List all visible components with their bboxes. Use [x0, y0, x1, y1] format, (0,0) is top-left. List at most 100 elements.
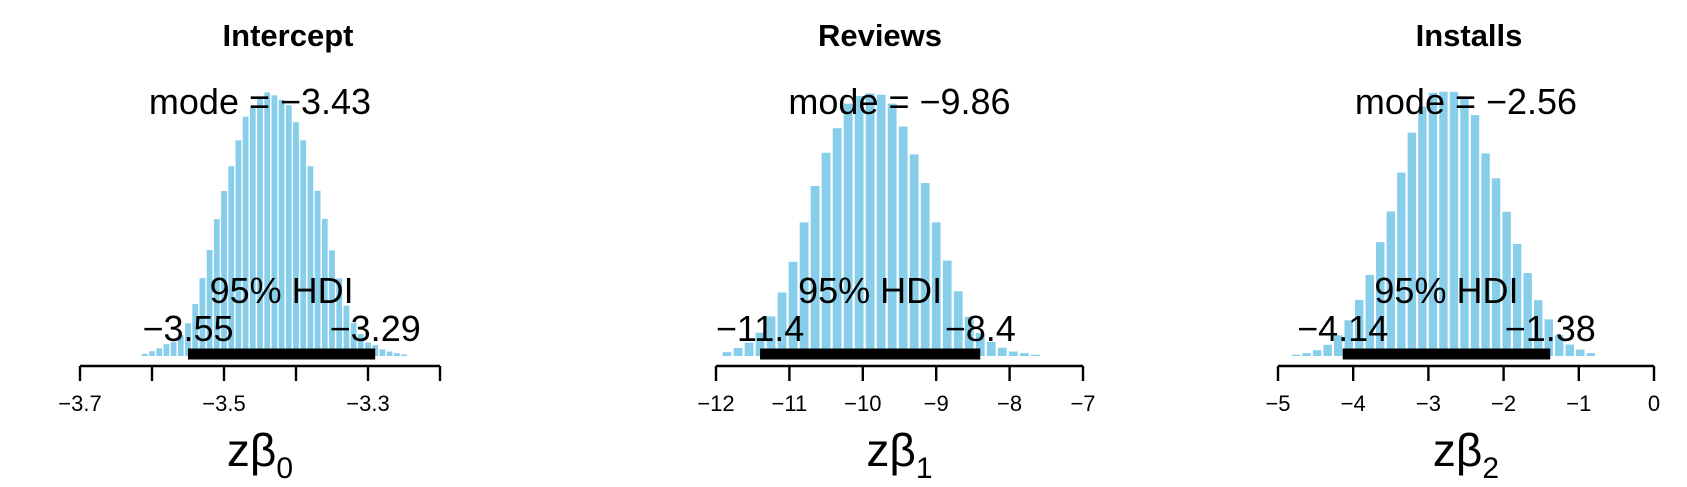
- x-axis-label: zβ0: [227, 424, 293, 485]
- x-axis-label: zβ1: [866, 424, 932, 485]
- histogram-bar: [1576, 349, 1585, 356]
- panel-reviews: Reviews mode = −9.86 95% HDI −11.4 −8.4 …: [697, 18, 1095, 485]
- histogram-bar: [1449, 91, 1459, 356]
- histogram-bar: [307, 166, 314, 356]
- x-tick-label: −12: [697, 391, 734, 416]
- histogram-bar: [799, 222, 809, 356]
- histogram-bar: [163, 344, 170, 356]
- histogram-bar: [876, 94, 886, 356]
- histogram-bar: [199, 278, 206, 356]
- histogram-bar: [357, 333, 364, 356]
- hdi-high-label: −3.29: [330, 308, 421, 349]
- histogram-bar: [1491, 178, 1501, 356]
- histogram-bar: [997, 347, 1007, 356]
- histogram-bar: [249, 106, 256, 356]
- histogram-bar: [1376, 242, 1385, 356]
- histogram-bar: [192, 304, 199, 356]
- histogram-bars: [141, 92, 407, 357]
- histogram-bar: [942, 260, 952, 356]
- histogram-bar: [1355, 299, 1364, 356]
- panel-title: Intercept: [223, 18, 354, 53]
- hdi-low-label: −3.55: [142, 308, 233, 349]
- hdi-high-label: −8.4: [945, 308, 1016, 349]
- histogram-bar: [1533, 300, 1543, 356]
- histogram-bar: [1470, 115, 1480, 357]
- histogram-bar: [350, 323, 357, 356]
- histogram-bar: [1312, 350, 1322, 356]
- histogram-bar: [1512, 244, 1522, 356]
- histogram-bar: [1019, 353, 1029, 356]
- x-tick-label: −2: [1491, 391, 1516, 416]
- histogram-bar: [788, 261, 798, 356]
- histogram-bar: [1407, 132, 1417, 356]
- histogram-bar: [1460, 97, 1469, 356]
- histogram-bar: [843, 103, 853, 356]
- hdi-label: 95% HDI: [1374, 270, 1518, 311]
- panel-installs: Installs mode = −2.56 95% HDI −4.14 −1.3…: [1265, 18, 1660, 485]
- x-axis: −12 −11 −10 −9 −8 −7: [697, 364, 1096, 416]
- hdi-low-label: −11.4: [716, 308, 804, 349]
- mode-label: mode = −9.86: [788, 81, 1010, 122]
- x-tick-label: −8: [997, 391, 1022, 416]
- histogram-bar: [986, 341, 996, 356]
- histogram-bar: [300, 140, 307, 356]
- histogram-bar: [887, 103, 897, 356]
- histogram-bar: [1397, 172, 1406, 356]
- histogram-bar: [865, 93, 875, 357]
- x-tick-label: −7: [1070, 391, 1095, 416]
- histogram-bar: [401, 354, 407, 356]
- histogram-bar: [854, 95, 864, 356]
- histogram-bar: [975, 333, 985, 356]
- histogram-bar: [149, 351, 155, 356]
- histogram-bar: [242, 116, 249, 357]
- histogram-bar: [1481, 153, 1490, 356]
- histogram-bar: [1523, 273, 1532, 356]
- histogram-bar: [1555, 334, 1564, 356]
- histogram-bar: [733, 348, 743, 356]
- x-tick-label: −3: [1416, 391, 1441, 416]
- histogram-bar: [964, 316, 974, 356]
- histogram-bar: [931, 222, 941, 356]
- histogram-bar: [393, 353, 400, 356]
- histogram-bar: [810, 185, 820, 356]
- histogram-bar: [1428, 92, 1438, 356]
- x-axis: −3.7 −3.5 −3.3: [58, 364, 442, 416]
- histogram-bar: [285, 105, 292, 356]
- histogram-bar: [1302, 353, 1311, 356]
- histogram-bar: [766, 316, 776, 356]
- histogram-bar: [213, 219, 220, 356]
- histogram-bar: [321, 218, 328, 356]
- histogram-bar: [141, 353, 148, 356]
- histogram-bar: [1365, 274, 1374, 356]
- histogram-bars: [722, 93, 1040, 357]
- histogram-bar: [271, 95, 278, 356]
- histogram-bar: [755, 332, 765, 356]
- histogram-bar: [1586, 353, 1596, 356]
- panel-intercept: Intercept mode = −3.43 95% HDI −3.55 −3.…: [58, 18, 442, 485]
- histogram-bar: [1323, 344, 1332, 356]
- x-tick-label: −3.5: [202, 391, 245, 416]
- histogram-bar: [1439, 91, 1448, 356]
- histogram-bar: [953, 291, 963, 356]
- histogram-bar: [264, 92, 271, 356]
- x-tick-label: −4: [1341, 391, 1366, 416]
- histogram-bar: [1344, 320, 1353, 356]
- histogram-bar: [343, 305, 350, 356]
- x-tick-label: 0: [1648, 391, 1660, 416]
- histogram-bar: [185, 323, 191, 356]
- histogram-bar: [722, 352, 732, 356]
- histogram-bar: [832, 128, 842, 356]
- histogram-bars: [1291, 91, 1596, 357]
- histogram-bar: [336, 278, 343, 356]
- histogram-bar: [1418, 106, 1427, 356]
- histogram-bar: [329, 250, 335, 356]
- histogram-bar: [909, 154, 919, 356]
- histogram-bar: [177, 334, 184, 356]
- x-tick-label: −3.7: [58, 391, 101, 416]
- x-tick-label: −9: [924, 391, 949, 416]
- hdi-label: 95% HDI: [210, 270, 354, 311]
- x-tick-label: −11: [772, 391, 808, 416]
- histogram-bar: [920, 183, 930, 356]
- histogram-bar: [257, 98, 263, 356]
